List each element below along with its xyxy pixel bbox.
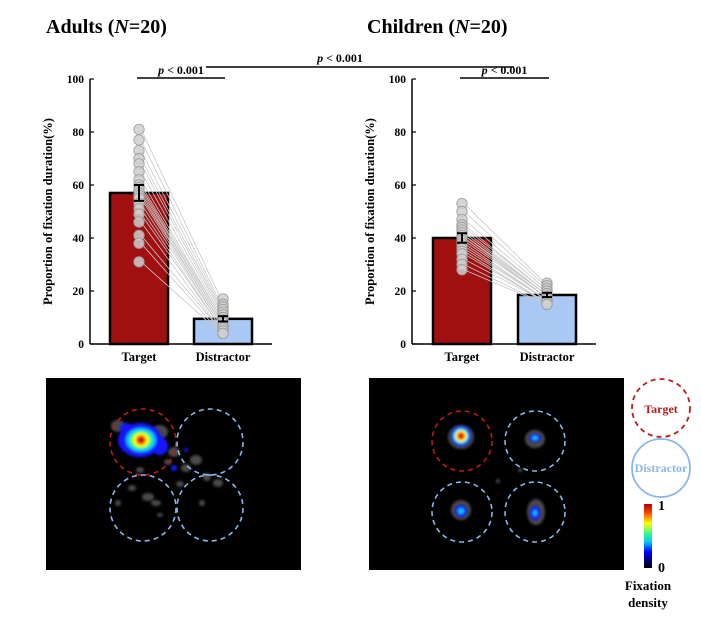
children-heatmap <box>369 378 624 570</box>
adults-participant-line <box>140 129 222 300</box>
adults-target-ring <box>109 408 177 476</box>
children-title: Children (N=20) <box>367 16 508 38</box>
colorbar-max-label: 1 <box>658 499 665 514</box>
adults-participant-line <box>140 208 222 329</box>
children-y-tick-label: 100 <box>389 74 407 86</box>
children-participant-line <box>463 227 546 292</box>
adults-participant-point-target <box>133 256 145 268</box>
adults-hotspot <box>118 423 188 471</box>
children-distractor-ring-bottom-left <box>431 481 493 543</box>
adults-participant-line <box>140 163 222 313</box>
adults-low-density-blobs <box>111 420 223 517</box>
adults-participant-line <box>140 213 222 329</box>
adults-distractor-ring-bottom-right <box>176 474 244 542</box>
adults-participant-line <box>140 158 222 310</box>
adults-participant-line <box>140 139 222 305</box>
adults-participant-line <box>140 171 222 316</box>
adults-distractor-ring-bottom-left <box>109 474 177 542</box>
colorbar-gradient <box>644 504 652 568</box>
children-y-tick-label: 80 <box>395 127 407 139</box>
between-group-p-label: p < 0.001 <box>316 51 363 65</box>
children-heatmap-background <box>369 378 624 570</box>
children-participant-line <box>463 248 546 300</box>
adults-participant-point-distractor <box>217 327 229 339</box>
children-y-tick-label: 0 <box>400 339 406 351</box>
legend-distractor-ring <box>631 438 691 498</box>
children-x-tick-label: Distractor <box>520 350 575 364</box>
adults-x-tick-label: Distractor <box>196 350 251 364</box>
children-y-tick-label: 40 <box>395 233 407 245</box>
adults-within-p-label: p < 0.001 <box>157 63 204 77</box>
adults-participant-line <box>140 261 222 334</box>
adults-participant-line <box>140 221 222 331</box>
children-y-axis-label: Proportion of fixation duration(%) <box>363 118 377 305</box>
adults-x-tick-label: Target <box>122 350 158 364</box>
colorbar-title-line1: Fixation <box>625 578 672 593</box>
children-y-tick-label: 60 <box>395 180 407 192</box>
children-distractor-ring-bottom-right <box>504 481 566 543</box>
children-target-ring <box>431 410 493 472</box>
children-participant-line <box>463 240 546 297</box>
children-participant-line <box>463 264 546 305</box>
children-participant-line <box>463 203 546 284</box>
colorbar-title-line2: density <box>628 595 668 610</box>
adults-participant-point-target <box>133 123 145 135</box>
children-participant-point-distractor <box>541 298 553 310</box>
adults-y-tick-label: 60 <box>73 180 85 192</box>
adults-participant-line <box>140 195 222 324</box>
between-group-comparison: p < 0.001 <box>206 51 514 68</box>
adults-y-tick-label: 40 <box>73 233 85 245</box>
adults-participant-line <box>140 198 222 326</box>
adults-heatmap-background <box>46 378 301 570</box>
legend-target-ring <box>631 378 691 438</box>
adults-y-tick-label: 20 <box>73 286 85 298</box>
adults-title: Adults (N=20) <box>46 16 167 38</box>
adults-y-tick-label: 80 <box>73 127 85 139</box>
adults-participant-line <box>140 235 222 332</box>
children-participant-line <box>463 219 546 289</box>
adults-y-axis-label: Proportion of fixation duration(%) <box>41 118 55 305</box>
children-within-p-label: p < 0.001 <box>481 63 528 77</box>
adults-participant-point-target <box>133 216 145 228</box>
adults-participant-point-target <box>133 237 145 249</box>
children-participant-line <box>463 258 546 302</box>
adults-y-tick-label: 100 <box>67 74 85 86</box>
legend-target-label: Target <box>644 402 678 416</box>
colorbar: 1 0 Fixation density <box>625 499 672 610</box>
children-y-tick-label: 20 <box>395 286 407 298</box>
aoi-legend: Target Distractor <box>631 378 691 498</box>
children-x-tick-label: Target <box>445 350 481 364</box>
legend-distractor-label: Distractor <box>635 461 688 475</box>
adults-bar-chart: Proportion of fixation duration(%) 0 20 40 6… <box>41 63 272 364</box>
adults-distractor-ring-top-right <box>176 408 244 476</box>
children-participant-line <box>463 269 546 305</box>
children-participant-point-target <box>456 264 468 276</box>
children-bar-chart: Proportion of fixation duration(%) 0 20 40 6… <box>363 63 596 364</box>
colorbar-min-label: 0 <box>658 561 665 576</box>
adults-heatmap <box>46 378 301 570</box>
adults-participant-line <box>140 203 222 326</box>
adults-participant-line <box>140 243 222 334</box>
children-hotspots <box>451 426 541 520</box>
children-distractor-ring-top-right <box>504 410 566 472</box>
children-participant-line <box>463 211 546 286</box>
adults-participant-line <box>140 179 222 318</box>
adults-y-tick-label: 0 <box>78 339 84 351</box>
adults-participant-point-target <box>133 134 145 146</box>
adults-participant-line <box>140 184 222 318</box>
adults-participant-line <box>140 150 222 308</box>
children-participant-line <box>463 253 546 302</box>
adults-participant-line <box>140 190 222 321</box>
